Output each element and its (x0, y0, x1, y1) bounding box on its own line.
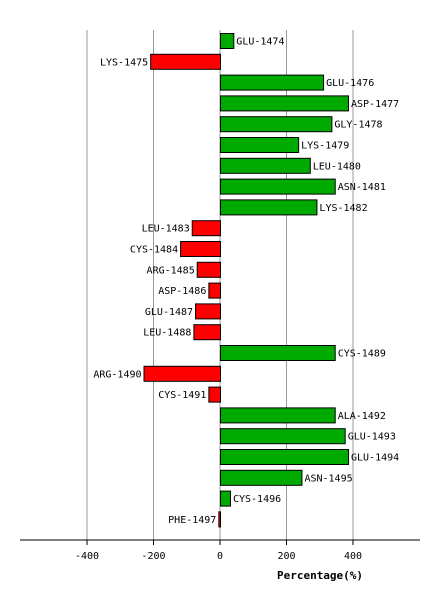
bar-label: ASN-1481 (338, 182, 386, 193)
bar (196, 261, 222, 278)
bar (220, 199, 318, 216)
x-tick-label: 200 (277, 551, 295, 562)
bar-label: CYS-1496 (233, 494, 281, 505)
bar (195, 303, 221, 320)
bar (150, 53, 221, 70)
bar (220, 428, 346, 445)
bar-label: GLU-1493 (348, 432, 396, 443)
bar-label: ARG-1485 (147, 265, 195, 276)
bar (191, 220, 222, 237)
bar (220, 137, 300, 153)
bar-label: GLU-1476 (326, 78, 374, 89)
bar (220, 490, 231, 507)
bars (143, 33, 350, 528)
bar (143, 365, 221, 382)
bar-label: CYS-1491 (158, 390, 206, 401)
bar (220, 407, 336, 424)
bar-label: CYS-1489 (338, 349, 386, 360)
bar (220, 95, 350, 112)
bar (220, 74, 325, 91)
bar-label: CYS-1484 (130, 245, 178, 256)
bar-label: GLY-1478 (334, 120, 382, 131)
bar (220, 33, 235, 49)
bar-label: GLU-1494 (351, 453, 399, 464)
bar-label: LEU-1483 (142, 224, 190, 235)
bar (180, 241, 222, 257)
bar-labels: GLU-1474 LYS-1475 GLU-1476 ASP-1477 GLY-1478… (93, 37, 399, 526)
bar (208, 282, 222, 299)
bar-label: PHE-1497 (168, 515, 216, 526)
bar (208, 386, 222, 403)
bar-label: LYS-1479 (301, 141, 349, 152)
bar (220, 345, 336, 361)
bar-label: LYS-1475 (100, 57, 148, 68)
bar-label: ASP-1477 (351, 99, 399, 110)
bar-label: LEU-1480 (313, 161, 361, 172)
bar-label: ARG-1490 (93, 369, 141, 380)
bar-label: ASN-1495 (304, 473, 352, 484)
bar (220, 178, 336, 195)
bar-label: LEU-1488 (143, 328, 191, 339)
x-tick-label: -400 (75, 551, 99, 562)
x-tick-label: -200 (141, 551, 165, 562)
bar (218, 511, 221, 528)
bar (220, 157, 311, 174)
bar-label: GLU-1487 (145, 307, 193, 318)
bar (220, 116, 333, 133)
bar-label: LYS-1482 (319, 203, 367, 214)
bar-label: GLU-1474 (236, 37, 284, 48)
bar-label: ASP-1486 (158, 286, 206, 297)
bar (220, 449, 350, 465)
x-tick-label: 400 (344, 551, 362, 562)
x-axis-label: Percentage(%) (277, 569, 363, 582)
x-axis: -400 -200 0 200 400 (20, 539, 420, 562)
x-tick-label: 0 (217, 551, 223, 562)
bar (220, 469, 303, 486)
bar (193, 324, 221, 341)
bar-label: ALA-1492 (338, 411, 386, 422)
